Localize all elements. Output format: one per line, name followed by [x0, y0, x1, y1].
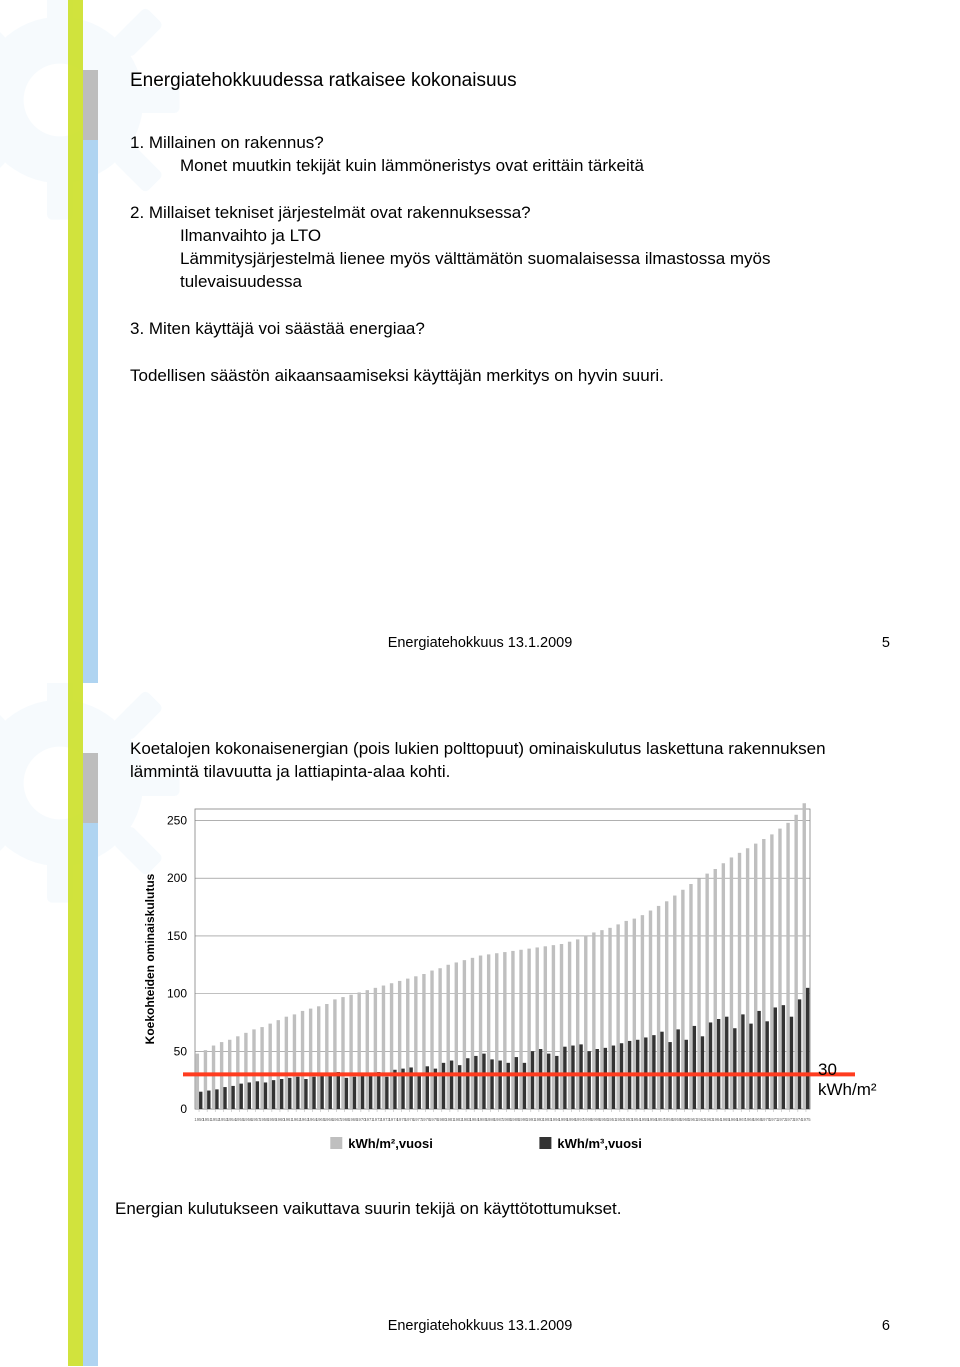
band-yellow [68, 0, 83, 683]
band-gray [83, 70, 98, 140]
svg-text:100: 100 [167, 986, 187, 1000]
slide6-content: Koetalojen kokonaisenergian (pois lukien… [130, 738, 890, 1219]
slide-5: Energiatehokkuudessa ratkaisee kokonaisu… [0, 0, 960, 683]
slide-6: Koetalojen kokonaisenergian (pois lukien… [0, 683, 960, 1366]
chart-annotation: 30 kWh/m² [818, 1060, 890, 1100]
slide6-closing: Energian kulutukseen vaikuttava suurin t… [115, 1199, 890, 1219]
slide5-conclusion: Todellisen säästön aikaansaamiseksi käyt… [130, 365, 890, 388]
svg-text:1975: 1975 [801, 1117, 811, 1122]
slide5-content: Energiatehokkuudessa ratkaisee kokonaisu… [130, 70, 890, 388]
bar-chart: 0501001502002501950195119521953195419551… [140, 799, 910, 1169]
slide6-page: 6 [882, 1318, 890, 1334]
svg-text:150: 150 [167, 929, 187, 943]
item1-a: Monet muutkin tekijät kuin lämmöneristys… [180, 155, 890, 178]
svg-text:kWh/m³,vuosi: kWh/m³,vuosi [557, 1136, 642, 1151]
list-item: 3. Miten käyttäjä voi säästää energiaa? [130, 318, 890, 341]
list-item: 1. Millainen on rakennus? Monet muutkin … [130, 132, 890, 178]
svg-text:250: 250 [167, 813, 187, 827]
slide6-intro: Koetalojen kokonaisenergian (pois lukien… [130, 738, 890, 784]
band-blue [83, 823, 98, 1366]
svg-text:200: 200 [167, 871, 187, 885]
band-yellow [68, 683, 83, 1366]
item1-q: 1. Millainen on rakennus? [130, 133, 324, 152]
svg-text:Koekohteiden ominaiskulutus: Koekohteiden ominaiskulutus [143, 873, 157, 1044]
slide5-footer: Energiatehokkuus 13.1.2009 [0, 635, 960, 651]
band-gray [83, 753, 98, 823]
list-item: 2. Millaiset tekniset järjestelmät ovat … [130, 202, 890, 294]
slide5-title: Energiatehokkuudessa ratkaisee kokonaisu… [130, 70, 890, 92]
slide6-footer: Energiatehokkuus 13.1.2009 [0, 1318, 960, 1334]
svg-text:50: 50 [174, 1044, 188, 1058]
svg-text:kWh/m²,vuosi: kWh/m²,vuosi [348, 1136, 433, 1151]
slide5-page: 5 [882, 635, 890, 651]
item2-q: 2. Millaiset tekniset järjestelmät ovat … [130, 203, 531, 222]
band-blue [83, 140, 98, 683]
svg-text:0: 0 [180, 1102, 187, 1116]
chart-holder: 0501001502002501950195119521953195419551… [140, 799, 890, 1174]
item2-a: Ilmanvaihto ja LTO Lämmitysjärjestelmä l… [180, 225, 890, 294]
item3-q: 3. Miten käyttäjä voi säästää energiaa? [130, 319, 425, 338]
